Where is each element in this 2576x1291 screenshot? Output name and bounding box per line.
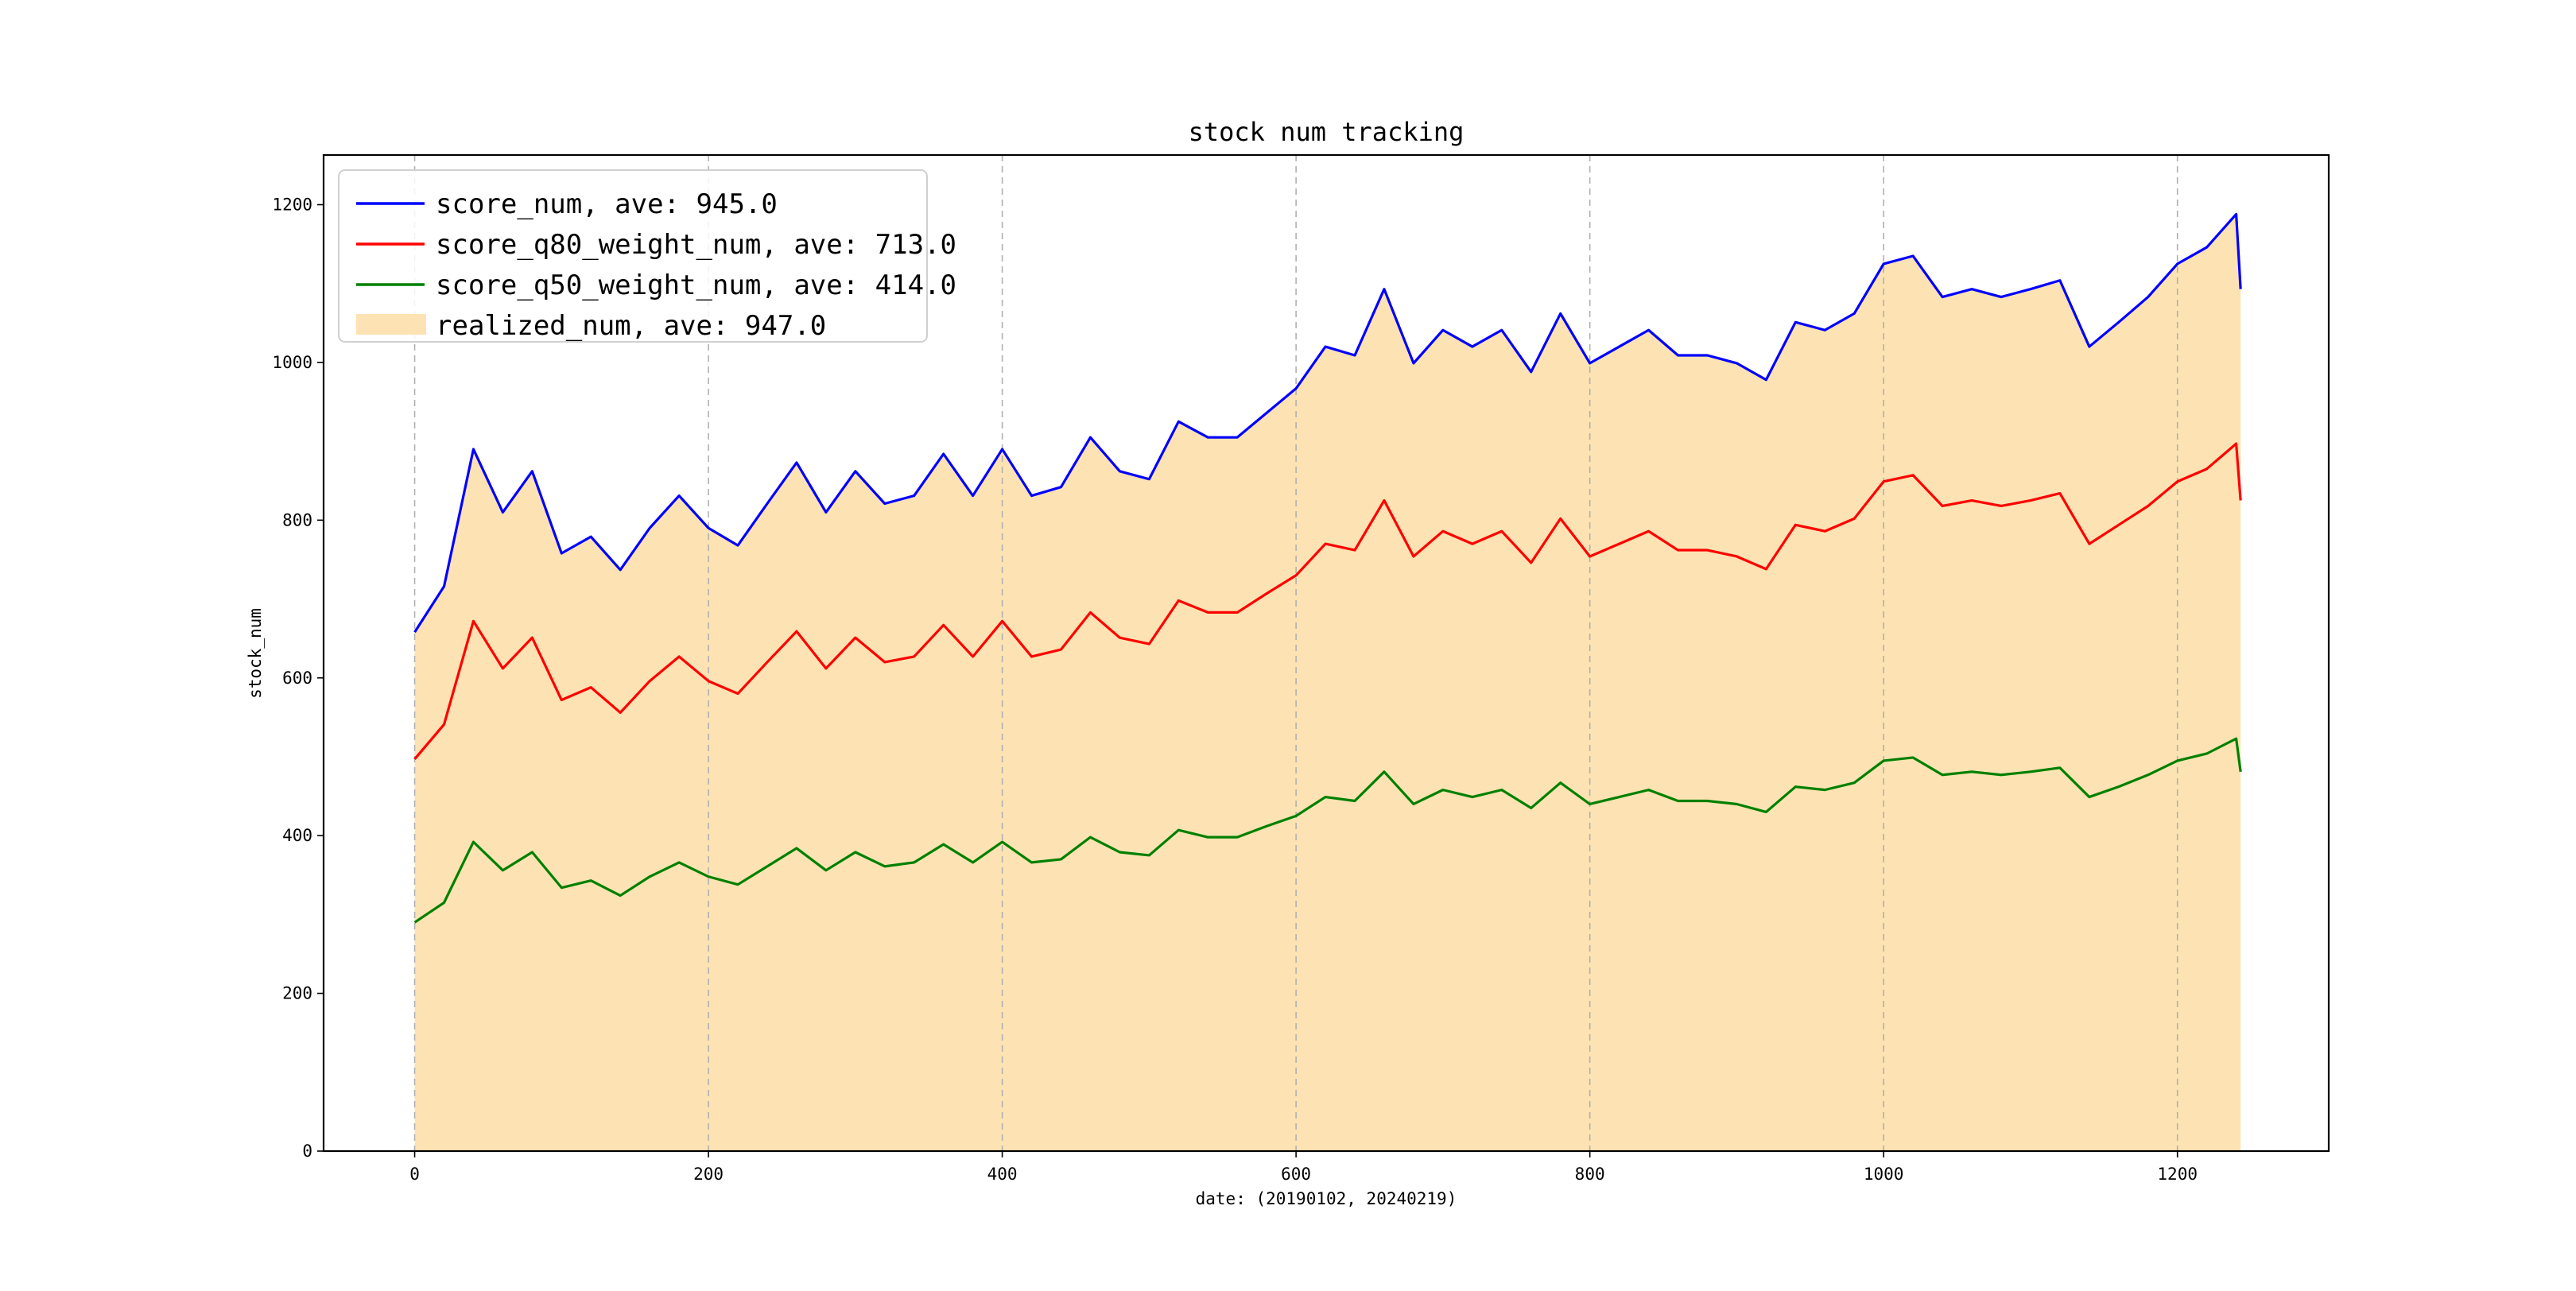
x-axis-label: date: (20190102, 20240219) [1196, 1189, 1457, 1208]
y-axis-label: stock_num [246, 608, 265, 699]
legend-box [338, 169, 928, 343]
y-tick-label: 600 [282, 669, 312, 688]
x-tick-label: 1200 [2157, 1165, 2198, 1184]
axes-frame [322, 153, 2330, 1153]
line-score_num [413, 212, 2242, 634]
line-score_q80_weight_num [413, 442, 2242, 760]
y-tick-label: 800 [282, 510, 312, 529]
x-tick-label: 600 [1281, 1165, 1311, 1184]
legend-label: score_q50_weight_num, ave: 414.0 [436, 269, 956, 301]
legend-swatch-realized_num [356, 314, 426, 335]
area-realized_num [414, 214, 2241, 1151]
legend-label: score_q80_weight_num, ave: 713.0 [436, 229, 956, 261]
x-tick-label: 0 [409, 1165, 420, 1184]
line-score_q50_weight_num [413, 737, 2242, 924]
plot-area: 0 200 400 600 800 1000 1200 0 200 400 600 800 1000 12… [272, 153, 2330, 1184]
chart-title: stock num tracking [1189, 117, 1465, 147]
legend: score_num, ave: 945.0 score_q80_weight_nu… [338, 169, 956, 343]
x-tick-label: 1000 [1864, 1165, 1904, 1184]
y-tick-label: 200 [282, 984, 312, 1003]
y-tick-label: 400 [282, 826, 312, 845]
legend-label: score_num, ave: 945.0 [436, 188, 778, 220]
y-tick-label: 1000 [272, 353, 312, 372]
y-tick-label: 1200 [272, 196, 312, 215]
x-tick-label: 400 [987, 1165, 1018, 1184]
x-tick-label: 200 [693, 1165, 724, 1184]
x-tick-label: 800 [1575, 1165, 1605, 1184]
y-tick-label: 0 [302, 1142, 312, 1161]
legend-label: realized_num, ave: 947.0 [436, 310, 826, 342]
